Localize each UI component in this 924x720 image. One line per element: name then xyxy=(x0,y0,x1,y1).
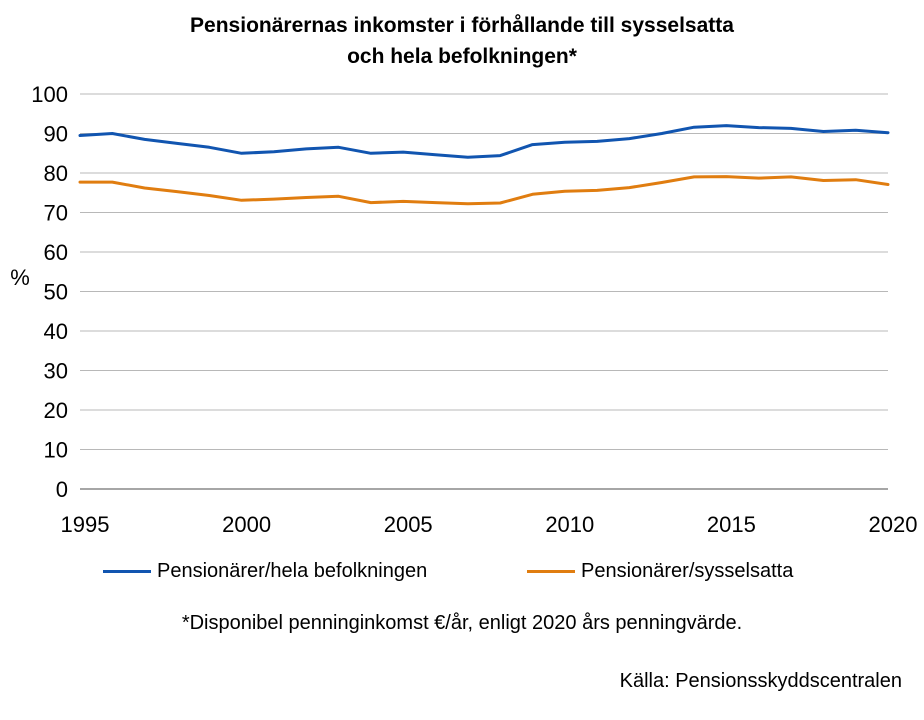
source-note: Källa: Pensionsskyddscentralen xyxy=(619,670,902,692)
x-axis-tick-labels: 1995 2000 2005 2010 2015 2020 xyxy=(61,512,918,537)
y-tick-label: 60 xyxy=(44,240,68,265)
line-chart: 0 10 20 30 40 50 60 70 80 90 100 1995 2000 2005 2010 2… xyxy=(10,82,918,537)
x-tick-label: 2000 xyxy=(222,512,271,537)
y-axis-tick-labels: 0 10 20 30 40 50 60 70 80 90 100 xyxy=(31,82,68,502)
legend-swatch-2 xyxy=(527,570,575,573)
y-tick-label: 20 xyxy=(44,398,68,423)
chart-title: Pensionärernas inkomster i förhållande t… xyxy=(0,10,924,72)
y-tick-label: 70 xyxy=(44,201,68,226)
y-tick-label: 90 xyxy=(44,122,68,147)
y-tick-label: 40 xyxy=(44,319,68,344)
chart-title-line-2: och hela befolkningen* xyxy=(347,45,577,68)
legend: Pensionärer/hela befolkningen Pensionäre… xyxy=(0,560,924,590)
y-axis-label: % xyxy=(10,265,30,290)
legend-label-2: Pensionärer/sysselsatta xyxy=(581,560,794,582)
y-tick-label: 80 xyxy=(44,161,68,186)
chart-title-line-1: Pensionärernas inkomster i förhållande t… xyxy=(190,14,734,37)
legend-item-1: Pensionärer/hela befolkningen xyxy=(103,560,427,583)
y-tick-label: 0 xyxy=(56,477,68,502)
x-tick-label: 2020 xyxy=(869,512,918,537)
y-tick-label: 50 xyxy=(44,280,68,305)
x-tick-label: 2010 xyxy=(545,512,594,537)
x-tick-label: 1995 xyxy=(61,512,110,537)
y-tick-label: 100 xyxy=(31,82,68,107)
series-line-1 xyxy=(78,124,890,159)
x-tick-label: 2015 xyxy=(707,512,756,537)
footnote: *Disponibel penninginkomst €/år, enligt … xyxy=(181,612,743,634)
y-tick-label: 10 xyxy=(44,438,68,463)
legend-label-1: Pensionärer/hela befolkningen xyxy=(157,560,428,582)
y-tick-label: 30 xyxy=(44,359,68,384)
series-lines xyxy=(78,124,890,206)
legend-swatch-1 xyxy=(103,570,151,573)
x-tick-label: 2005 xyxy=(384,512,433,537)
series-line-2 xyxy=(78,175,890,206)
legend-item-2: Pensionärer/sysselsatta xyxy=(527,560,793,583)
gridlines xyxy=(80,93,888,490)
